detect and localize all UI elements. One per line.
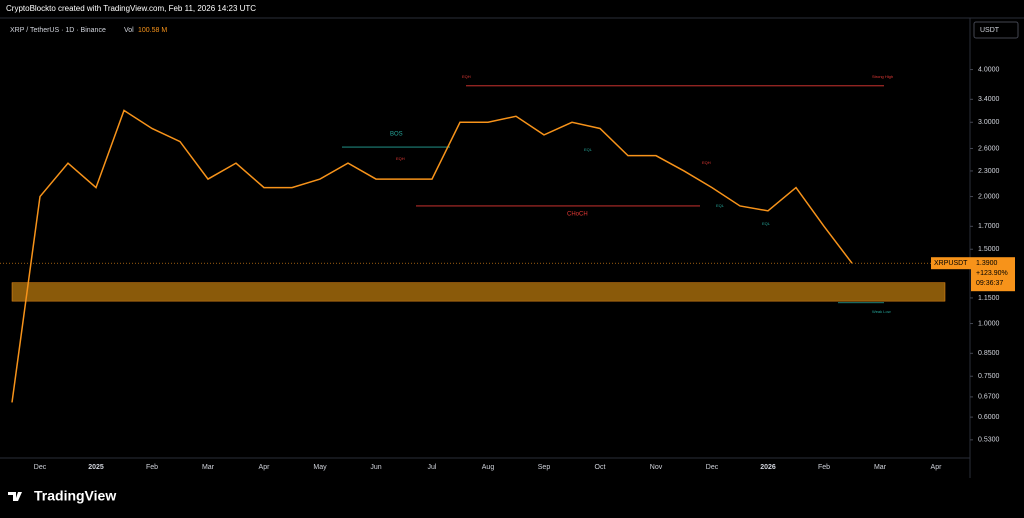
marker: EQL <box>762 221 771 226</box>
x-tick-label: Apr <box>259 464 271 471</box>
x-tick-label: Jun <box>370 464 381 471</box>
series-name: XRPUSDT <box>934 260 968 267</box>
y-tick-label: 1.0000 <box>978 320 1000 327</box>
price-box <box>971 257 1015 292</box>
change-label: +123.90% <box>976 270 1008 277</box>
level-label: CHoCH <box>567 212 588 218</box>
zone <box>11 282 946 302</box>
x-tick-label: Jul <box>428 464 437 471</box>
currency: USDT <box>980 27 1000 34</box>
y-tick-label: 1.5000 <box>978 246 1000 253</box>
y-tick-label: 0.6700 <box>978 394 1000 401</box>
x-tick-label: Mar <box>874 464 887 471</box>
marker: EQL <box>584 147 593 152</box>
x-tick-label: Aug <box>482 464 495 471</box>
countdown: 09:36:37 <box>976 280 1003 287</box>
header: CryptoBlockto created with TradingView.c… <box>6 4 256 13</box>
x-tick-label: Feb <box>818 464 830 471</box>
x-tick-label: Feb <box>146 464 158 471</box>
y-tick-label: 0.5300 <box>978 437 1000 444</box>
x-tick-label: 2025 <box>88 464 104 471</box>
volume: 100.58 M <box>138 27 167 34</box>
x-tick-label: 2026 <box>760 464 776 471</box>
y-tick-label: 3.4000 <box>978 96 1000 103</box>
level-label: Weak Low <box>872 309 891 314</box>
x-tick-label: Dec <box>34 464 47 471</box>
x-tick-label: Nov <box>650 464 663 471</box>
y-tick-label: 1.7000 <box>978 223 1000 230</box>
brand-logo <box>8 492 22 501</box>
y-tick-label: 2.6000 <box>978 145 1000 152</box>
y-tick-label: 2.0000 <box>978 193 1000 200</box>
y-tick-label: 1.1500 <box>978 295 1000 302</box>
volume-label: Vol <box>124 27 134 34</box>
y-tick-label: 2.3000 <box>978 168 1000 175</box>
x-tick-label: Sep <box>538 464 551 471</box>
y-tick-label: 4.0000 <box>978 66 1000 73</box>
x-tick-label: Dec <box>706 464 719 471</box>
marker: EQL <box>716 203 725 208</box>
symbol: XRP / TetherUS · 1D · Binance <box>10 27 106 34</box>
y-tick-label: 0.6000 <box>978 414 1000 421</box>
marker: EQH <box>462 74 471 79</box>
x-tick-label: May <box>313 464 327 471</box>
x-tick-label: Mar <box>202 464 215 471</box>
marker: EQH <box>702 160 711 165</box>
brand: TradingView <box>34 488 116 504</box>
y-tick-label: 0.8500 <box>978 350 1000 357</box>
price-line <box>11 109 853 403</box>
y-tick-label: 0.7500 <box>978 373 1000 380</box>
level-label: Strong High <box>872 74 893 79</box>
marker: EQH <box>396 156 405 161</box>
price-label: 1.3900 <box>976 260 998 267</box>
x-tick-label: Oct <box>595 464 606 471</box>
price-badge <box>931 257 971 270</box>
y-tick-label: 3.0000 <box>978 119 1000 126</box>
x-tick-label: Apr <box>931 464 943 471</box>
level-label: BOS <box>390 132 403 138</box>
currency-box <box>973 21 1019 39</box>
